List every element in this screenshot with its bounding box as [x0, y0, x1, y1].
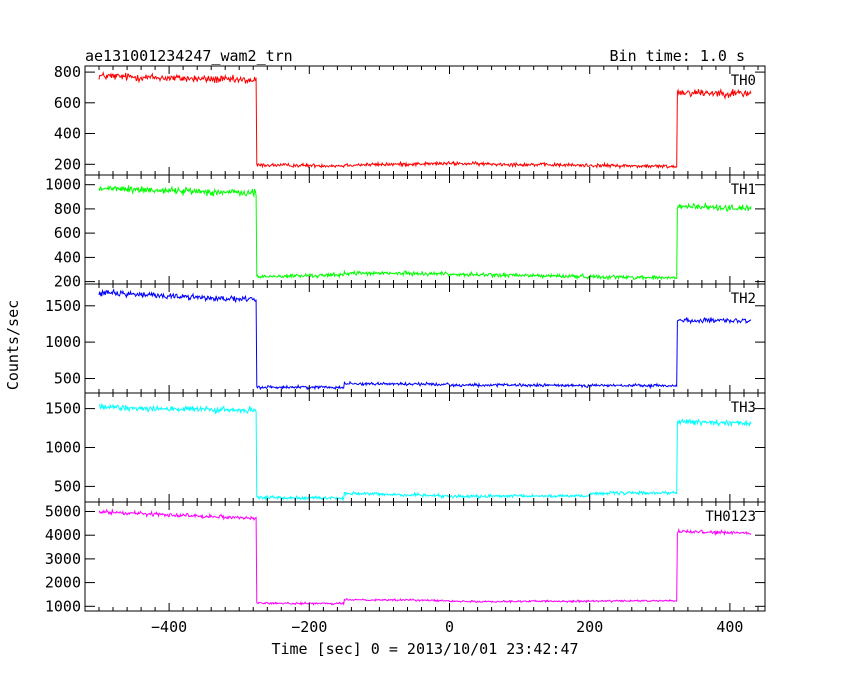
- chart-title-left: ae131001234247_wam2_trn: [85, 47, 293, 65]
- y-tick-label: 400: [54, 125, 81, 143]
- series-line-th3: [98, 403, 752, 502]
- x-tick-label: −200: [291, 618, 327, 636]
- panel-label-th1: TH1: [731, 182, 756, 198]
- y-axis-title: Counts/sec: [4, 300, 22, 390]
- series-line-th1: [98, 184, 752, 282]
- y-tick-label: 500: [54, 477, 81, 495]
- y-tick-label: 800: [54, 63, 81, 81]
- y-tick-label: 400: [54, 248, 81, 266]
- x-tick-label: 400: [716, 618, 743, 636]
- panel-frame: [84, 283, 766, 394]
- y-tick-label: 1000: [45, 333, 81, 351]
- panel-frame: [84, 174, 766, 285]
- panel-frame: [84, 501, 766, 612]
- series-line-th0: [98, 70, 752, 170]
- y-tick-label: 1500: [45, 297, 81, 315]
- panel-th2: 500 1000 1500 TH2: [45, 283, 766, 394]
- y-tick-label: 1000: [45, 439, 81, 457]
- y-tick-label: 600: [54, 224, 81, 242]
- y-tick-label: 4000: [45, 526, 81, 544]
- chart-title-right: Bin time: 1.0 s: [610, 47, 745, 65]
- y-tick-label: 2000: [45, 574, 81, 592]
- panel-th0: 200 400 600 800 TH0: [54, 63, 766, 176]
- panel-label-th0123: TH0123: [705, 509, 756, 525]
- y-tick-label: 200: [54, 155, 81, 173]
- x-axis-title: Time [sec] 0 = 2013/10/01 23:42:47: [271, 640, 578, 658]
- y-tick-label: 800: [54, 200, 81, 218]
- y-tick-label: 1500: [45, 400, 81, 418]
- panel-frame: [84, 65, 766, 176]
- panel-th1: 200 400 600 800 1000 TH1: [45, 174, 766, 291]
- panel-th0123: 1000 2000 3000 4000 5000 TH0123: [45, 501, 766, 615]
- y-tick-label: 500: [54, 370, 81, 388]
- x-tick-label: −400: [151, 618, 187, 636]
- y-tick-label: 3000: [45, 550, 81, 568]
- y-tick-label: 200: [54, 273, 81, 291]
- series-line-th2: [98, 288, 752, 391]
- panel-label-th3: TH3: [731, 400, 756, 416]
- y-tick-label: 5000: [45, 503, 81, 521]
- panel-th3: 500 1000 1500 TH3: [45, 392, 766, 503]
- panel-label-th0: TH0: [731, 73, 756, 89]
- series-line-th0123: [98, 508, 752, 606]
- panels-group: 200 400 600 800 TH0 200 400 600 800 1000 TH1 500 100…: [45, 63, 766, 636]
- panel-label-th2: TH2: [731, 291, 756, 307]
- x-tick-label: 200: [576, 618, 603, 636]
- x-tick-label: 0: [445, 618, 454, 636]
- y-tick-label: 600: [54, 94, 81, 112]
- y-tick-label: 1000: [45, 597, 81, 615]
- y-tick-label: 1000: [45, 176, 81, 194]
